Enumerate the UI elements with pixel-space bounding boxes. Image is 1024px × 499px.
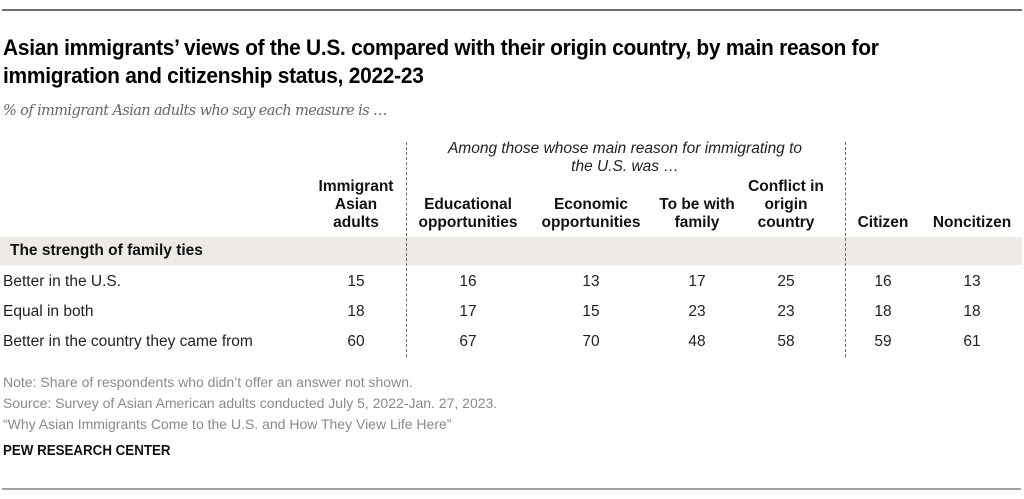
column-header-line: adults — [333, 214, 379, 231]
value-cell-all: 60 — [347, 333, 365, 350]
value-cell-edu: 17 — [459, 303, 477, 320]
reason-group-label: Among those whose main reason for immigr… — [447, 140, 803, 175]
column-header-line: Noncitizen — [932, 214, 1012, 231]
value-cell-econ: 13 — [582, 273, 600, 290]
divider-all-vs-reasons — [406, 142, 407, 357]
value-cell-all: 18 — [347, 303, 365, 320]
chart-subtitle: % of immigrant Asian adults who say each… — [3, 103, 388, 119]
row-label: Better in the country they came from — [3, 333, 253, 350]
column-header-line: Asian — [334, 196, 378, 213]
column-header-line: opportunities — [418, 214, 518, 231]
column-header-line: origin — [764, 196, 808, 213]
column-header-line: Immigrant — [318, 178, 394, 195]
column-header-line: Citizen — [857, 214, 909, 231]
value-cell-noncitizen: 13 — [963, 273, 981, 290]
column-header-family: To be with family — [627, 196, 767, 232]
note-text: Note: Share of respondents who didn’t of… — [3, 374, 413, 390]
column-header-line: Educational — [424, 196, 512, 213]
value-cell-citizen: 59 — [874, 333, 892, 350]
column-header-conflict: Conflict in origin country — [716, 178, 856, 232]
top-rule — [2, 9, 1022, 11]
value-cell-noncitizen: 18 — [963, 303, 981, 320]
column-header-citizen: Citizen — [813, 214, 953, 232]
report-title-text: “Why Asian Immigrants Come to the U.S. a… — [3, 416, 452, 432]
value-cell-edu: 16 — [459, 273, 477, 290]
value-cell-citizen: 18 — [874, 303, 892, 320]
row-label: Equal in both — [3, 303, 94, 320]
value-cell-all: 15 — [347, 273, 365, 290]
column-header-line: opportunities — [541, 214, 641, 231]
value-cell-conflict: 25 — [777, 273, 795, 290]
section-band — [0, 237, 1022, 265]
chart-title: Asian immigrants’ views of the U.S. comp… — [3, 35, 879, 88]
value-cell-conflict: 23 — [777, 303, 795, 320]
row-label: Better in the U.S. — [3, 273, 122, 290]
source-text: Source: Survey of Asian American adults … — [3, 395, 498, 411]
section-label: The strength of family ties — [10, 242, 203, 259]
column-header-line: To be with — [659, 196, 735, 213]
pew-logo-text: PEW RESEARCH CENTER — [3, 443, 171, 459]
column-header-econ: Economic opportunities — [521, 196, 661, 232]
value-cell-noncitizen: 61 — [963, 333, 981, 350]
divider-reasons-vs-citizenship — [845, 142, 846, 357]
value-cell-conflict: 58 — [777, 333, 795, 350]
column-header-line: family — [674, 214, 720, 231]
value-cell-family: 23 — [688, 303, 706, 320]
column-header-all: Immigrant Asian adults — [286, 178, 426, 232]
value-cell-edu: 67 — [459, 333, 477, 350]
column-header-edu: Educational opportunities — [398, 196, 538, 232]
value-cell-citizen: 16 — [874, 273, 892, 290]
value-cell-family: 17 — [688, 273, 706, 290]
column-header-line: Economic — [553, 196, 629, 213]
value-cell-econ: 15 — [582, 303, 600, 320]
column-header-noncitizen: Noncitizen — [902, 214, 1024, 232]
column-header-line: Conflict in — [748, 178, 824, 195]
value-cell-family: 48 — [688, 333, 706, 350]
bottom-rule — [2, 488, 1021, 490]
column-header-line: country — [757, 214, 815, 231]
value-cell-econ: 70 — [582, 333, 600, 350]
